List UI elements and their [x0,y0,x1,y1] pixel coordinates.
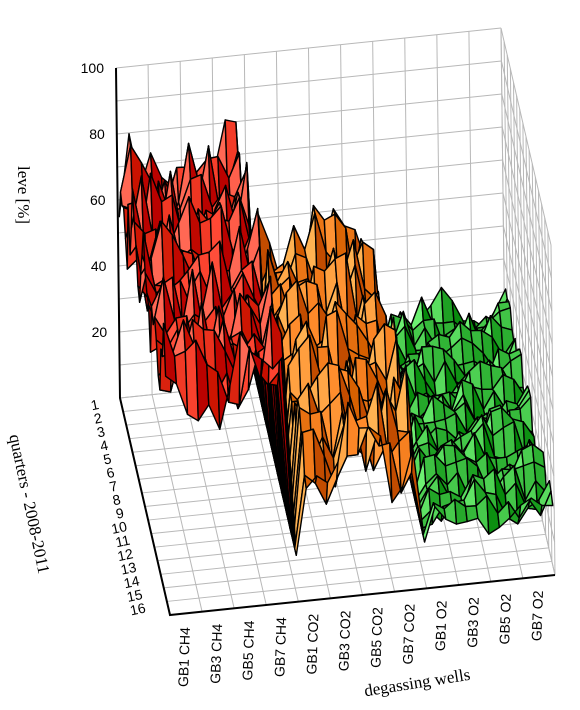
z-tick-labels: 100 80 60 40 20 [81,60,108,340]
quarter-tick-label: 13 [119,559,138,578]
axis-lines [115,67,556,617]
well-tick-label: GB1 CO2 [303,613,321,674]
quarter-axis-label: quarters - 2008-2011 [5,432,53,575]
quarter-tick-label: 14 [122,572,141,591]
well-tick-label: GB3 CH4 [207,623,225,684]
well-tick-label: GB1 O2 [432,600,450,651]
quarter-tick-label: 5 [102,450,113,467]
wall-gridline [502,192,554,411]
z-tick-label: 20 [92,324,108,340]
well-axis-label: degassing wells [363,665,472,701]
wall-gridline [117,126,503,168]
floor-gridline [166,560,552,602]
well-tick-label: GB5 CH4 [239,620,257,681]
floor-gridline [157,520,543,562]
floor-gridline [163,547,549,589]
well-tick-labels: GB1 CH4 GB3 CH4 GB5 CH4 GB7 CH4 GB1 CO2 GB3 C… [175,590,546,687]
wall-gridline [500,60,552,279]
quarter-tick-label: 11 [114,532,132,551]
well-tick-label: GB5 O2 [496,593,514,644]
quarter-tick-label: 15 [125,586,144,605]
z-axis-label: leve [%] [14,166,33,224]
well-tick-label: GB3 O2 [464,597,482,648]
quarter-tick-label: 4 [99,437,110,454]
well-tick-label: GB7 O2 [528,590,546,641]
wall-gridline [115,27,502,69]
quarter-tick-label: 9 [114,505,125,522]
well-tick-label: GB7 CO2 [399,603,417,664]
wall-gridline [502,225,554,444]
wall-gridline [116,93,502,135]
well-tick-label: GB1 CH4 [175,627,193,688]
well-tick-label: GB7 CH4 [271,617,289,678]
quarter-tick-label: 16 [128,599,147,618]
wall-gridline [500,27,552,246]
z-tick-label: 60 [90,192,106,208]
surface-mesh [118,119,554,556]
wall-gridline [501,93,553,312]
floor-gridline [160,533,546,575]
surface-cell [539,490,554,517]
wall-gridline [502,159,554,378]
quarter-tick-label: 2 [92,410,103,427]
z-tick-label: 40 [91,258,107,274]
quarter-tick-label: 3 [95,423,106,440]
wall-gridline [116,60,502,102]
quarter-tick-label: 12 [116,545,135,564]
well-tick-label: GB5 CO2 [367,607,385,668]
quarter-tick-label: 8 [111,491,122,508]
quarter-tick-label: 1 [89,396,100,413]
axis-frame [115,67,556,617]
wall-gridline [501,126,553,345]
quarter-tick-label: 10 [110,518,129,537]
quarter-tick-label: 7 [108,477,119,494]
z-tick-label: 80 [89,126,105,142]
wall-gridline [503,258,555,477]
well-tick-label: GB3 CO2 [335,610,353,671]
quarter-tick-label: 6 [105,464,116,481]
z-tick-label: 100 [81,60,105,76]
